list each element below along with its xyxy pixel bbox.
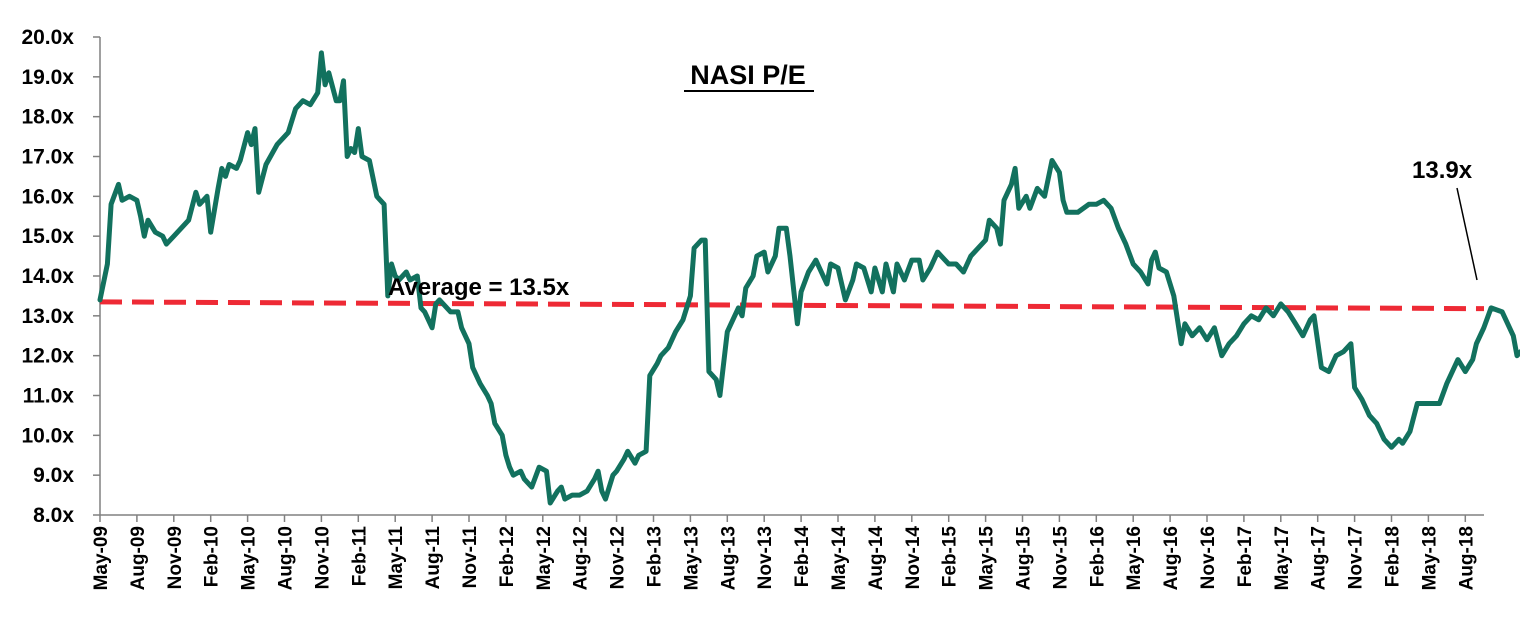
x-tick-label: Aug-16 [1161,526,1182,590]
x-tick-label: Feb-10 [202,526,223,587]
x-tick-label: May-16 [1124,526,1145,590]
x-tick-label: May-10 [239,526,260,590]
series-line [97,50,1520,506]
x-tick-label: Nov-17 [1346,526,1367,589]
x-tick-label: May-12 [534,526,555,590]
x-tick-label: May-17 [1272,526,1293,590]
average-label: Average = 13.5x [388,274,570,301]
y-axis: 8.0x 9.0x 10.0x 11.0x 12.0x 13.0x 14.0x 15.0x 16… [21,26,101,527]
x-tick-label: Nov-14 [903,526,924,590]
x-tick-label: May-13 [681,526,702,590]
x-tick-label: Feb-17 [1235,526,1256,587]
x-tick-label: Feb-18 [1383,526,1404,587]
x-tick-label: May-15 [977,526,998,591]
y-tick-label: 13.0x [21,305,74,328]
x-tick-label: Feb-11 [349,526,370,587]
x-tick-label: Aug-14 [866,526,887,591]
x-tick-label: Aug-13 [718,526,739,590]
y-tick-label: 15.0x [21,225,74,248]
x-tick-label: May-14 [829,526,850,591]
last-value-leader-line [1456,187,1478,281]
x-tick-label: May-11 [386,526,407,590]
x-tick-label: Nov-12 [608,526,629,589]
x-tick-label: Nov-15 [1050,526,1071,590]
x-tick-label: May-09 [91,526,112,590]
last-value-label: 13.9x [1412,157,1473,184]
y-tick-label: 19.0x [21,66,74,89]
x-tick-label: Aug-15 [1014,526,1035,591]
series-layer [97,50,1520,506]
y-tick-label: 20.0x [21,26,74,49]
y-tick-label: 12.0x [21,345,74,368]
y-tick-label: 14.0x [21,265,74,288]
y-tick-label: 11.0x [23,385,75,408]
x-tick-label: Nov-13 [755,526,776,589]
chart-title: NASI P/E [690,60,806,90]
y-tick-label: 18.0x [21,106,74,129]
x-tick-label: May-18 [1419,526,1440,590]
x-tick-label: Aug-11 [423,526,444,590]
y-tick-label: 9.0x [33,464,74,487]
x-tick-label: Aug-18 [1456,526,1477,590]
x-axis: May-09 Aug-09 Nov-09 Feb-10 May-10 Aug-10 Nov-… [91,514,1484,591]
x-tick-label: Feb-14 [792,526,813,588]
average-layer [99,299,1485,312]
y-tick-label: 8.0x [33,504,74,527]
x-tick-label: Aug-12 [571,526,592,590]
x-tick-label: Feb-13 [645,526,666,587]
y-tick-label: 16.0x [21,185,74,208]
x-tick-label: Aug-10 [276,526,297,590]
x-tick-label: Nov-09 [165,526,186,589]
average-line [99,299,1485,312]
x-tick-label: Nov-16 [1198,526,1219,589]
x-tick-label: Nov-11 [460,526,481,589]
x-tick-label: Feb-15 [940,526,961,588]
y-tick-label: 10.0x [21,424,74,447]
y-tick-label: 17.0x [21,146,74,169]
x-tick-label: Aug-09 [128,526,149,590]
x-tick-label: Aug-17 [1309,526,1330,590]
x-tick-label: Feb-16 [1087,526,1108,587]
x-tick-label: Nov-10 [312,526,333,589]
x-tick-label: Feb-12 [497,526,518,587]
